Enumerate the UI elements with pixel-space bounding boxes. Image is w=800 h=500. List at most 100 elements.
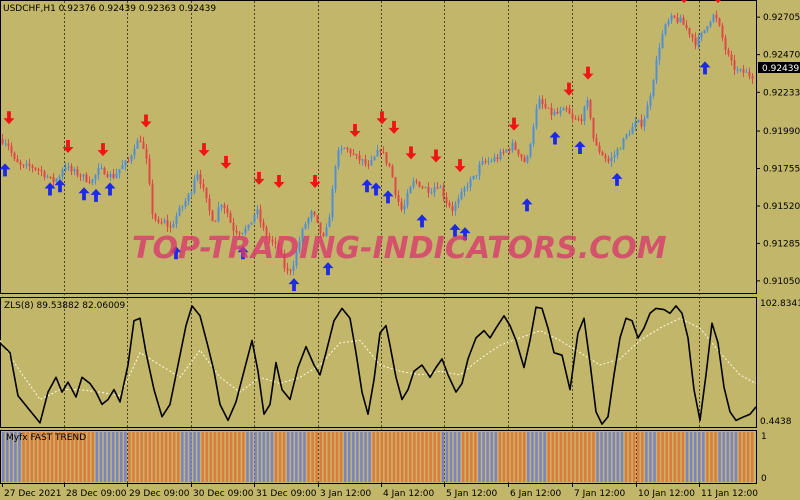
bear-candle [514,142,517,150]
trend-bar [368,432,371,482]
bull-candle [490,160,493,162]
bull-candle [328,217,331,228]
watermark-text: TOP-TRADING-INDICATORS.COM [132,231,667,266]
bull-candle [370,160,373,166]
trend-bar [185,432,188,482]
sell-arrow-icon [376,111,388,125]
trend-bar [189,432,192,482]
bear-candle [22,164,25,166]
trend-bar [478,432,481,482]
trend-bar [604,432,607,482]
trend-panel-frame [0,430,757,484]
bear-candle [541,99,544,105]
buy-arrow-icon [699,61,711,75]
sell-arrow-icon [563,82,575,96]
price-tick-label: 0.92470 [763,51,800,61]
price-tick-label: 0.91755 [763,165,800,175]
trend-bar [124,432,127,482]
time-tick-label: 5 Jan 12:00 [446,489,498,499]
signal-arrows [0,0,721,292]
bear-candle [589,100,592,118]
bear-candle [595,138,598,146]
trend-bar [209,432,213,482]
bear-candle [319,222,322,234]
buy-arrow-icon [611,172,623,186]
trend-bar [99,432,103,482]
bear-candle [154,214,157,220]
trend-bar [531,432,534,482]
trend-bar [527,432,530,482]
trend-bar [417,432,420,482]
trend-bar [384,432,388,482]
bull-candle [304,223,307,229]
bull-candle [625,134,628,139]
trend-bar [258,432,261,482]
bear-candle [268,235,271,240]
trend-bar [38,432,42,482]
bull-candle [301,228,304,242]
buy-arrow-icon [54,179,66,193]
trend-bar [547,432,550,482]
trend-bar [555,432,559,482]
buy-arrow-icon [521,198,533,212]
bear-candle [451,206,454,211]
bear-candle [415,180,418,182]
zls-panel-frame [0,297,757,428]
bear-candle [694,37,697,46]
bull-candle [538,99,541,109]
bull-candle [121,165,124,169]
trend-bars [2,432,754,482]
trend-bar [274,432,278,482]
bull-candle [133,148,136,156]
bear-candle [265,227,268,236]
trend-bar [742,432,746,482]
trend-bar [22,432,25,482]
bear-candle [556,111,559,114]
trend-bar [311,432,314,482]
bull-candle [460,191,463,199]
bull-candle [667,20,670,25]
bear-candle [232,222,235,231]
bear-candle [127,160,130,162]
bear-candle [271,239,274,242]
trend-bar [352,432,355,482]
bull-candle [91,179,94,183]
bear-candle [748,71,751,77]
sell-arrow-icon [405,146,417,160]
trend-bar [706,432,709,482]
price-tag-box [758,62,800,73]
bull-candle [406,193,409,206]
trend-bar [197,432,200,482]
bear-candle [685,24,688,28]
bull-candle [532,126,535,144]
trend-bar [449,432,453,482]
bear-candle [79,175,82,177]
bull-candle [340,148,343,151]
trend-bar [543,432,546,482]
trend-bar [702,432,705,482]
zls-min-label: 0.4438 [760,417,792,427]
bull-candle [619,148,622,150]
time-tick-label: 30 Dec 09:00 [193,489,254,499]
bear-candle [358,155,361,161]
bear-candle [742,69,745,73]
trend-bottom-label: 0 [761,474,767,484]
bull-candle [631,126,634,135]
zls-lines [0,305,757,425]
trend-bar [571,432,575,482]
bear-candle [352,153,355,155]
bull-candle [703,29,706,34]
buy-arrow-icon [44,182,56,196]
trend-label: Myfx FAST TREND [6,433,86,443]
bear-candle [580,118,583,121]
trend-bar [750,432,754,482]
price-tick-label: 0.91990 [763,127,800,137]
trend-bar [91,432,95,482]
trend-bar [282,432,286,482]
trend-bar [14,432,17,482]
bull-candle [376,150,379,157]
bear-candle [40,169,43,172]
trend-bar [596,432,599,482]
